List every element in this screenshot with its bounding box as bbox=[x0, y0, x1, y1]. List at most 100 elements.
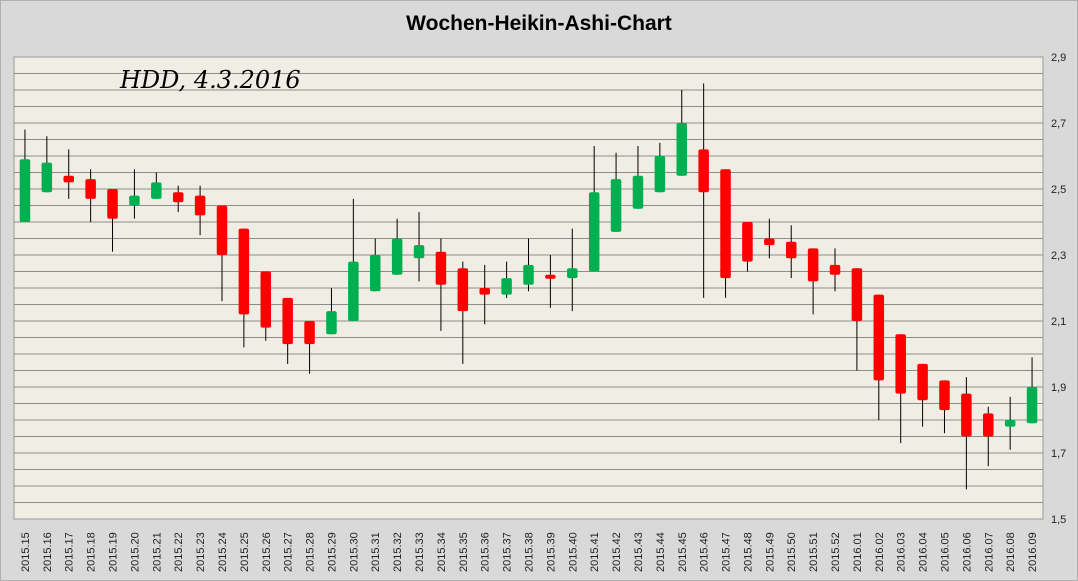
x-tick-label: 2015.31 bbox=[370, 532, 382, 572]
chart-annotation: HDD, 4.3.2016 bbox=[119, 66, 301, 94]
candle-down bbox=[63, 175, 74, 183]
x-tick-label: 2015.33 bbox=[414, 532, 426, 572]
candle-down bbox=[873, 294, 885, 381]
x-tick-label: 2016.09 bbox=[1027, 532, 1039, 572]
candle-up bbox=[19, 159, 31, 222]
x-tick-label: 2016.04 bbox=[918, 532, 930, 572]
x-tick-label: 2015.16 bbox=[42, 532, 54, 572]
x-tick-label: 2015.39 bbox=[545, 532, 557, 572]
x-tick-label: 2015.47 bbox=[721, 532, 733, 572]
candle-down bbox=[545, 274, 556, 279]
candle-down bbox=[216, 205, 228, 255]
candle-down bbox=[917, 363, 928, 401]
candle-up bbox=[523, 264, 534, 285]
x-tick-label: 2015.50 bbox=[786, 532, 798, 572]
candle-down bbox=[172, 192, 184, 203]
candle-up bbox=[391, 238, 403, 275]
candle-down bbox=[85, 179, 96, 199]
candle-up bbox=[41, 162, 53, 193]
candle-up bbox=[1004, 420, 1016, 427]
candle-up bbox=[610, 179, 622, 232]
x-tick-label: 2016.03 bbox=[896, 532, 908, 572]
candle-up bbox=[369, 255, 381, 292]
candle-up bbox=[632, 175, 644, 209]
x-tick-label: 2016.01 bbox=[852, 532, 864, 572]
chart-title: Wochen-Heikin-Ashi-Chart bbox=[406, 12, 672, 35]
x-tick-label: 2015.29 bbox=[326, 532, 338, 572]
candle-down bbox=[435, 251, 447, 285]
x-tick-label: 2015.37 bbox=[502, 532, 514, 572]
x-tick-label: 2015.23 bbox=[195, 532, 207, 572]
candle-down bbox=[807, 248, 819, 282]
x-tick-label: 2015.32 bbox=[392, 532, 404, 572]
candle-up bbox=[326, 311, 337, 335]
x-tick-label: 2015.25 bbox=[239, 532, 251, 572]
candle-up bbox=[348, 261, 359, 321]
candle-down bbox=[107, 189, 118, 219]
x-tick-label: 2016.06 bbox=[961, 532, 973, 572]
candle-down bbox=[720, 169, 731, 279]
x-tick-label: 2015.43 bbox=[633, 532, 645, 572]
x-tick-label: 2015.15 bbox=[20, 532, 32, 572]
candle-down bbox=[698, 149, 709, 193]
x-tick-label: 2016.02 bbox=[874, 532, 886, 572]
candle-up bbox=[1026, 387, 1038, 424]
x-tick-label: 2015.27 bbox=[283, 532, 295, 572]
candle-down bbox=[895, 334, 906, 394]
x-tick-label: 2015.40 bbox=[567, 532, 579, 572]
y-tick-label: 2,9 bbox=[1051, 52, 1066, 64]
candle-down bbox=[851, 268, 863, 321]
y-tick-label: 2,5 bbox=[1051, 184, 1066, 196]
candle-down bbox=[479, 288, 490, 295]
candle-up bbox=[588, 192, 600, 272]
x-tick-label: 2015.41 bbox=[589, 532, 601, 572]
y-tick-label: 1,7 bbox=[1051, 448, 1066, 460]
candle-down bbox=[961, 393, 972, 437]
x-tick-label: 2016.08 bbox=[1005, 532, 1017, 572]
x-tick-label: 2015.49 bbox=[764, 532, 776, 572]
candle-up bbox=[413, 245, 425, 259]
candle-down bbox=[983, 413, 994, 437]
candle-down bbox=[764, 238, 775, 246]
candle-down bbox=[304, 321, 315, 345]
candle-down bbox=[457, 268, 469, 312]
x-tick-label: 2015.42 bbox=[611, 532, 623, 572]
candle-up bbox=[676, 123, 688, 176]
x-tick-label: 2015.21 bbox=[151, 532, 163, 572]
y-tick-label: 1,9 bbox=[1051, 382, 1066, 394]
candle-up bbox=[151, 182, 162, 199]
x-tick-label: 2015.30 bbox=[348, 532, 360, 572]
x-tick-label: 2015.48 bbox=[742, 532, 754, 572]
y-tick-label: 2,7 bbox=[1051, 118, 1066, 130]
x-tick-label: 2015.45 bbox=[677, 532, 689, 572]
x-tick-label: 2015.34 bbox=[436, 532, 448, 572]
x-tick-label: 2015.18 bbox=[86, 532, 98, 572]
x-tick-label: 2015.35 bbox=[458, 532, 470, 572]
x-tick-label: 2015.26 bbox=[261, 532, 273, 572]
candle-up bbox=[654, 156, 666, 193]
x-tick-label: 2015.51 bbox=[808, 532, 820, 572]
x-tick-label: 2015.38 bbox=[524, 532, 536, 572]
candle-down bbox=[939, 380, 950, 411]
candle-up bbox=[567, 268, 578, 279]
y-tick-label: 2,3 bbox=[1051, 250, 1066, 262]
x-tick-label: 2015.19 bbox=[108, 532, 120, 572]
x-tick-label: 2015.17 bbox=[64, 532, 76, 572]
y-tick-label: 2,1 bbox=[1051, 316, 1066, 328]
candle-up bbox=[129, 195, 140, 206]
candle-up bbox=[501, 278, 512, 295]
x-tick-label: 2016.07 bbox=[983, 532, 995, 572]
candle-down bbox=[194, 195, 206, 216]
candle-down bbox=[260, 271, 272, 328]
x-tick-label: 2016.05 bbox=[939, 532, 951, 572]
candle-down bbox=[785, 241, 797, 259]
candle-down bbox=[742, 222, 753, 262]
x-tick-label: 2015.44 bbox=[655, 532, 667, 572]
x-tick-label: 2015.46 bbox=[699, 532, 711, 572]
candle-down bbox=[282, 297, 293, 345]
x-tick-label: 2015.20 bbox=[129, 532, 141, 572]
x-tick-label: 2015.52 bbox=[830, 532, 842, 572]
x-tick-label: 2015.22 bbox=[173, 532, 185, 572]
x-tick-label: 2015.36 bbox=[480, 532, 492, 572]
